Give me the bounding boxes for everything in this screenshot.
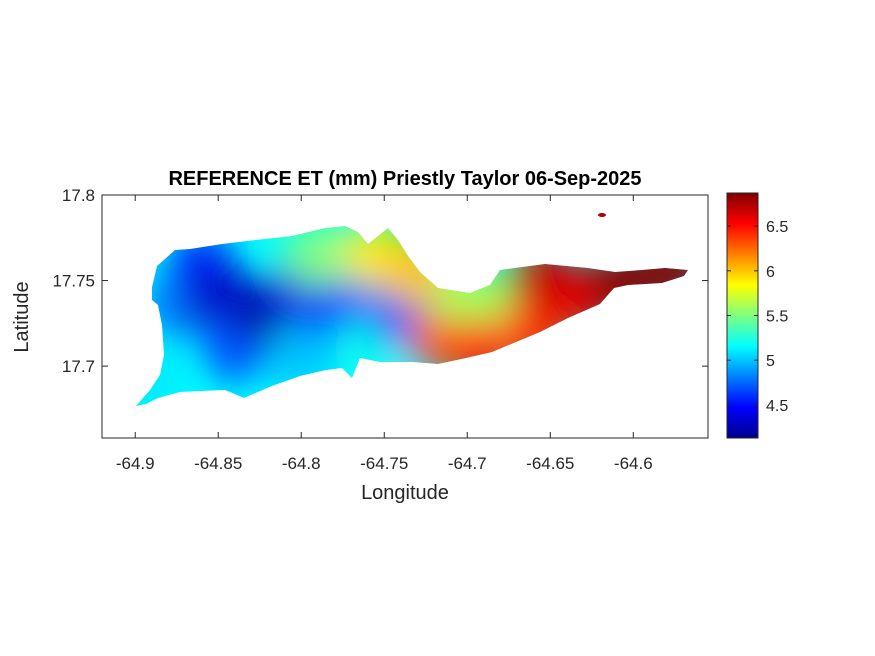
y-axis-label: Latitude — [11, 281, 33, 352]
y-axis-ticks: 17.7 17.75 17.8 — [52, 186, 708, 376]
colorbar: 4.5 5 5.5 6 6.5 — [726, 192, 788, 439]
x-axis-ticks: -64.9 -64.85 -64.8 -64.75 -64.7 -64.65 -64.6 — [116, 195, 653, 473]
x-tick-label: -64.7 — [448, 454, 487, 473]
colorbar-tick-label: 5.5 — [766, 309, 788, 326]
x-tick-label: -64.65 — [526, 454, 574, 473]
et-sample-blob — [283, 226, 352, 289]
y-tick-label: 17.8 — [62, 186, 95, 205]
x-tick-label: -64.85 — [194, 454, 242, 473]
x-tick-label: -64.9 — [116, 454, 155, 473]
colorbar-tick-label: 5 — [766, 353, 775, 370]
y-tick-label: 17.7 — [62, 357, 95, 376]
x-tick-label: -64.6 — [614, 454, 653, 473]
colorbar-tick-label: 6.5 — [766, 219, 788, 236]
x-tick-label: -64.8 — [282, 454, 321, 473]
colorbar-gradient — [726, 192, 759, 439]
x-tick-label: -64.75 — [360, 454, 408, 473]
small-islet — [598, 213, 606, 217]
colorbar-tick-label: 6 — [766, 264, 775, 281]
y-tick-label: 17.75 — [52, 272, 95, 291]
colorbar-ticks: 4.5 5 5.5 6 6.5 — [727, 219, 788, 415]
chart-title: REFERENCE ET (mm) Priestly Taylor 06-Sep… — [168, 168, 641, 190]
et-field-blobs — [136, 226, 688, 406]
et-heatmap — [136, 213, 688, 406]
colorbar-tick-label: 4.5 — [766, 398, 788, 415]
x-axis-label: Longitude — [361, 482, 449, 504]
